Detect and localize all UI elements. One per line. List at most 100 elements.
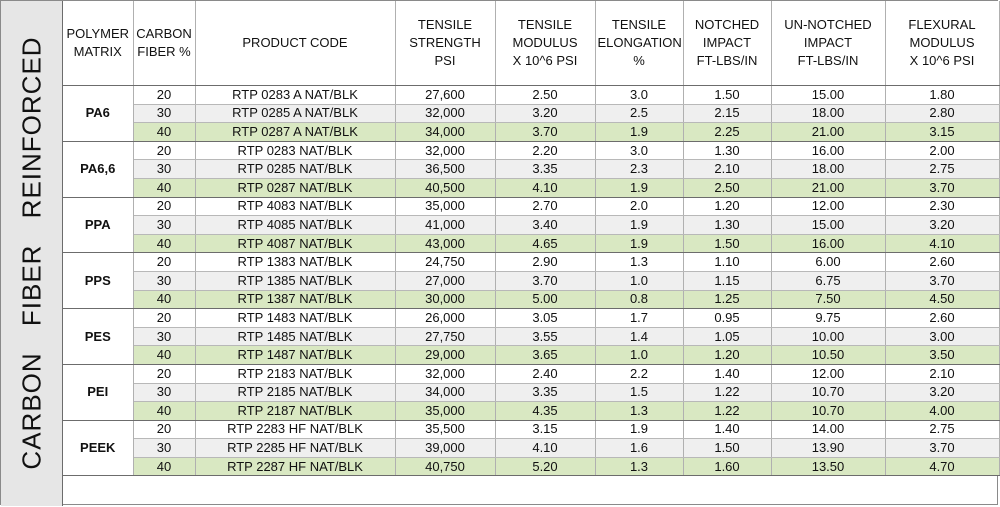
- flexural-modulus-cell: 2.60: [885, 308, 1000, 328]
- tensile-modulus-cell: 5.20: [495, 457, 596, 477]
- fiber-pct-cell: 20: [133, 364, 196, 384]
- header-line: PSI: [434, 53, 456, 68]
- tensile-strength-cell: 24,750: [395, 252, 496, 272]
- fiber-pct-cell: 40: [133, 290, 196, 310]
- unnotched-impact-cell: 10.00: [771, 327, 886, 347]
- unnotched-impact-cell: 10.50: [771, 345, 886, 365]
- polymer-matrix-cell: PA6: [63, 85, 134, 142]
- elongation-cell: 1.3: [595, 252, 684, 272]
- tensile-strength-cell: 34,000: [395, 383, 496, 403]
- tensile-modulus-cell: 3.15: [495, 420, 596, 440]
- notched-impact-cell: 2.50: [683, 178, 772, 198]
- product-code-cell: RTP 0287 A NAT/BLK: [195, 122, 396, 142]
- header-carbon-fiber-pct: CARBON FIBER %: [133, 1, 196, 86]
- table-row: 30 RTP 1485 NAT/BLK 27,750 3.55 1.4 1.05 10.00…: [63, 327, 1000, 347]
- fiber-pct-cell: 30: [133, 383, 196, 403]
- tensile-modulus-cell: 3.55: [495, 327, 596, 347]
- table-body: PA6 20 RTP 0283 A NAT/BLK 27,600 2.50 3.0 1.50…: [63, 85, 1000, 477]
- notched-impact-cell: 1.22: [683, 383, 772, 403]
- tensile-strength-cell: 30,000: [395, 290, 496, 310]
- fiber-pct-cell: 40: [133, 401, 196, 421]
- flexural-modulus-cell: 3.00: [885, 327, 1000, 347]
- table-row: 30 RTP 0285 NAT/BLK 36,500 3.35 2.3 2.10 18.00…: [63, 159, 1000, 179]
- product-code-cell: RTP 0287 NAT/BLK: [195, 178, 396, 198]
- polymer-matrix-cell: PA6,6: [63, 141, 134, 198]
- product-code-cell: RTP 2187 NAT/BLK: [195, 401, 396, 421]
- table-row: 40 RTP 2287 HF NAT/BLK 40,750 5.20 1.3 1.60 13…: [63, 457, 1000, 477]
- tensile-modulus-cell: 2.90: [495, 252, 596, 272]
- tensile-modulus-cell: 5.00: [495, 290, 596, 310]
- header-tensile-elongation: TENSILE ELONGATION%: [595, 1, 684, 86]
- product-code-cell: RTP 1385 NAT/BLK: [195, 271, 396, 291]
- product-code-cell: RTP 0283 NAT/BLK: [195, 141, 396, 161]
- properties-table: POLYMER MATRIX CARBON FIBER % PRODUCT CODE TE…: [63, 1, 1000, 477]
- tensile-strength-cell: 41,000: [395, 215, 496, 235]
- unnotched-impact-cell: 15.00: [771, 85, 886, 105]
- unnotched-impact-cell: 18.00: [771, 104, 886, 124]
- tensile-modulus-cell: 3.20: [495, 104, 596, 124]
- elongation-cell: 2.5: [595, 104, 684, 124]
- unnotched-impact-cell: 12.00: [771, 364, 886, 384]
- table-row: 30 RTP 0285 A NAT/BLK 32,000 3.20 2.5 2.15 18.…: [63, 104, 1000, 124]
- tensile-strength-cell: 27,000: [395, 271, 496, 291]
- notched-impact-cell: 1.20: [683, 197, 772, 217]
- product-code-cell: RTP 1383 NAT/BLK: [195, 252, 396, 272]
- tensile-modulus-cell: 4.35: [495, 401, 596, 421]
- side-label-panel: CARBON FIBER REINFORCED: [1, 1, 63, 506]
- side-label: CARBON FIBER REINFORCED: [16, 36, 47, 470]
- tensile-strength-cell: 40,500: [395, 178, 496, 198]
- table-row: 40 RTP 4087 NAT/BLK 43,000 4.65 1.9 1.50 16.00…: [63, 234, 1000, 254]
- polymer-matrix-cell: PES: [63, 308, 134, 365]
- product-code-cell: RTP 1487 NAT/BLK: [195, 345, 396, 365]
- fiber-pct-cell: 30: [133, 215, 196, 235]
- tensile-modulus-cell: 3.40: [495, 215, 596, 235]
- fiber-pct-cell: 30: [133, 271, 196, 291]
- product-code-cell: RTP 2183 NAT/BLK: [195, 364, 396, 384]
- product-code-cell: RTP 0285 A NAT/BLK: [195, 104, 396, 124]
- tensile-strength-cell: 34,000: [395, 122, 496, 142]
- elongation-cell: 1.7: [595, 308, 684, 328]
- unnotched-impact-cell: 7.50: [771, 290, 886, 310]
- header-line: FT-LBS/IN: [696, 53, 758, 68]
- header-tensile-strength: TENSILE STRENGTH PSI: [395, 1, 496, 86]
- tensile-modulus-cell: 2.40: [495, 364, 596, 384]
- fiber-pct-cell: 20: [133, 252, 196, 272]
- flexural-modulus-cell: 2.00: [885, 141, 1000, 161]
- tensile-modulus-cell: 3.65: [495, 345, 596, 365]
- elongation-cell: 3.0: [595, 85, 684, 105]
- elongation-cell: 1.3: [595, 457, 684, 477]
- flexural-modulus-cell: 4.10: [885, 234, 1000, 254]
- header-line: POLYMER: [66, 26, 130, 41]
- product-code-cell: RTP 0285 NAT/BLK: [195, 159, 396, 179]
- notched-impact-cell: 1.20: [683, 345, 772, 365]
- unnotched-impact-cell: 18.00: [771, 159, 886, 179]
- unnotched-impact-cell: 10.70: [771, 383, 886, 403]
- product-code-cell: RTP 2283 HF NAT/BLK: [195, 420, 396, 440]
- fiber-pct-cell: 30: [133, 159, 196, 179]
- header-row: POLYMER MATRIX CARBON FIBER % PRODUCT CODE TE…: [63, 1, 1000, 86]
- header-line: X 10^6 PSI: [909, 53, 975, 68]
- product-code-cell: RTP 1387 NAT/BLK: [195, 290, 396, 310]
- unnotched-impact-cell: 21.00: [771, 178, 886, 198]
- header-polymer-matrix: POLYMER MATRIX: [63, 1, 134, 86]
- fiber-pct-cell: 40: [133, 457, 196, 477]
- flexural-modulus-cell: 1.80: [885, 85, 1000, 105]
- fiber-pct-cell: 20: [133, 308, 196, 328]
- tensile-modulus-cell: 2.50: [495, 85, 596, 105]
- flexural-modulus-cell: 4.00: [885, 401, 1000, 421]
- tensile-strength-cell: 40,750: [395, 457, 496, 477]
- elongation-cell: 1.9: [595, 234, 684, 254]
- flexural-modulus-cell: 2.75: [885, 420, 1000, 440]
- table-row: 30 RTP 4085 NAT/BLK 41,000 3.40 1.9 1.30 15.00…: [63, 215, 1000, 235]
- unnotched-impact-cell: 6.75: [771, 271, 886, 291]
- header-line: X 10^6 PSI: [512, 53, 578, 68]
- product-code-cell: RTP 2185 NAT/BLK: [195, 383, 396, 403]
- header-product-code: PRODUCT CODE: [195, 1, 396, 86]
- tensile-strength-cell: 27,600: [395, 85, 496, 105]
- flexural-modulus-cell: 3.20: [885, 215, 1000, 235]
- elongation-cell: 1.3: [595, 401, 684, 421]
- product-code-cell: RTP 4085 NAT/BLK: [195, 215, 396, 235]
- elongation-cell: 1.0: [595, 271, 684, 291]
- notched-impact-cell: 1.40: [683, 420, 772, 440]
- tensile-modulus-cell: 4.10: [495, 178, 596, 198]
